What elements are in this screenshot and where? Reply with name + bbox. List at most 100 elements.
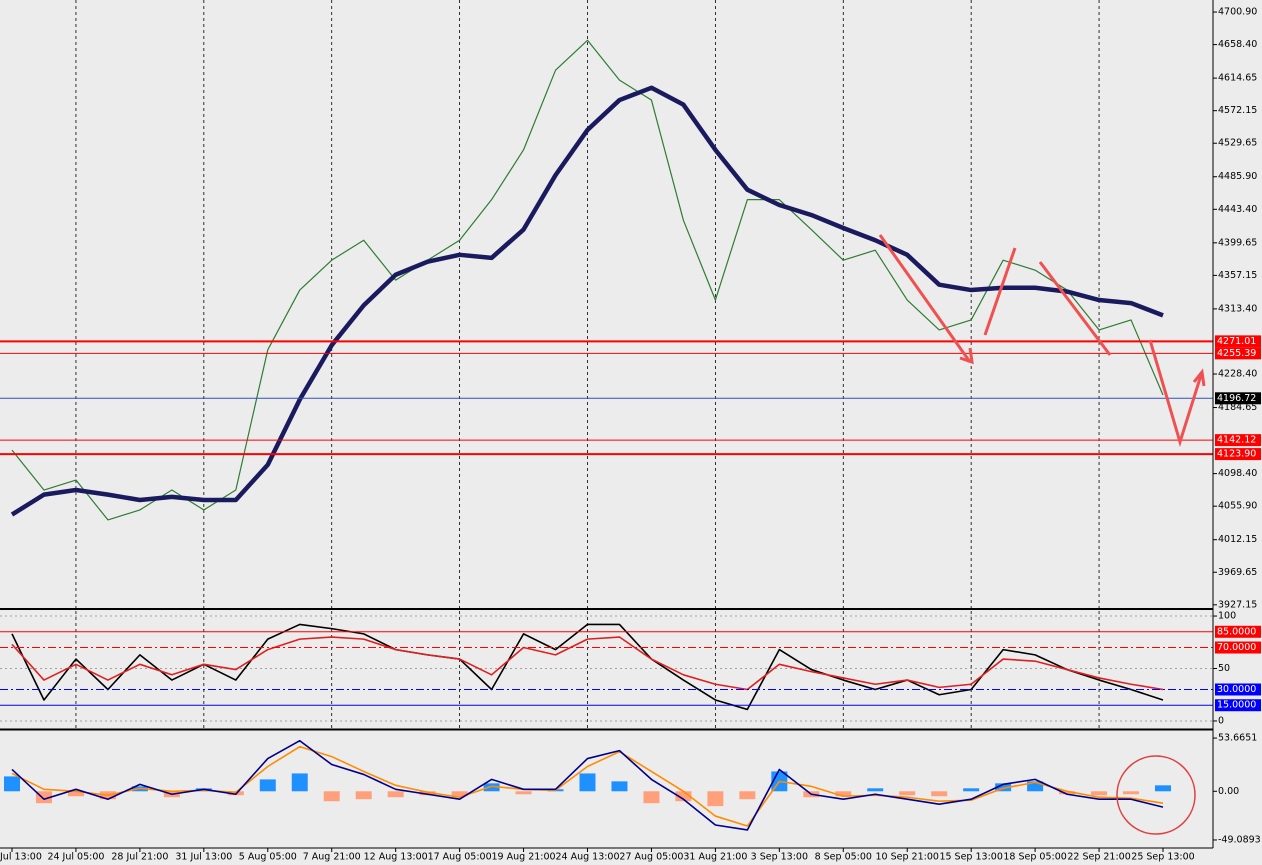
- y-tick-label: 4529.65: [1218, 138, 1257, 149]
- x-tick-label: 17 Aug 05:00: [428, 852, 492, 863]
- series-line: [11, 745, 1164, 827]
- histogram-bar: [419, 791, 436, 796]
- level-label-box: [1215, 434, 1261, 447]
- x-tick-label: 31 Aug 21:00: [683, 852, 747, 863]
- level-label: 15.0000: [1217, 700, 1256, 711]
- histogram-bar: [67, 791, 84, 797]
- histogram-bar: [867, 788, 884, 792]
- histogram-bar: [899, 791, 916, 796]
- level-label-box: [1215, 335, 1261, 348]
- histogram-bar: [259, 779, 276, 792]
- histogram-bar: [931, 791, 948, 797]
- y-tick-label: 53.6651: [1218, 733, 1257, 744]
- level-label: 30.0000: [1217, 684, 1256, 695]
- histogram-bar: [323, 791, 340, 802]
- y-tick-label: 4572.15: [1218, 105, 1257, 116]
- x-tick-label: 15 Sep 13:00: [939, 852, 1002, 863]
- histogram-bar: [4, 776, 20, 792]
- level-label: 4142.12: [1217, 435, 1256, 446]
- y-tick-label: 4700.90: [1218, 7, 1257, 18]
- x-tick-label: 22 Sep 21:00: [1067, 852, 1130, 863]
- histogram-bar: [483, 783, 500, 792]
- x-tick-label: 7 Aug 21:00: [303, 852, 361, 863]
- y-tick-label: 4443.40: [1218, 204, 1257, 215]
- x-tick-label: 12 Aug 13:00: [364, 852, 428, 863]
- histogram-bar: [707, 791, 724, 807]
- histogram-bar: [515, 791, 532, 795]
- y-tick-label: 4228.40: [1218, 369, 1257, 380]
- x-tick-label: 8 Sep 05:00: [815, 852, 872, 863]
- y-tick-label: 0: [1218, 715, 1224, 726]
- level-label-box: [1215, 699, 1261, 712]
- histogram-bar: [995, 783, 1012, 792]
- arrow-head: [959, 347, 974, 365]
- y-tick-label: 4357.15: [1218, 270, 1257, 281]
- histogram-bar: [387, 791, 404, 798]
- x-tick-label: 24 Aug 13:00: [555, 852, 619, 863]
- arrows: [878, 234, 1206, 448]
- y-tick-label: 4055.90: [1218, 501, 1257, 512]
- level-label: 70.0000: [1217, 642, 1256, 653]
- level-label-box: [1215, 448, 1261, 461]
- y-tick-label: 0.00: [1218, 786, 1239, 797]
- histogram-bar: [963, 788, 980, 792]
- histogram-bar: [643, 791, 660, 804]
- y-tick-label: 4658.40: [1218, 39, 1257, 50]
- level-label-box: [1215, 641, 1261, 654]
- arrow: [983, 247, 1017, 336]
- arrow: [1038, 261, 1112, 356]
- x-tick-label: Jul 13:00: [0, 852, 42, 863]
- arrow: [878, 234, 972, 363]
- x-tick-label: 25 Sep 13:00: [1131, 852, 1194, 863]
- y-tick-label: 4098.40: [1218, 468, 1257, 479]
- y-tick-label: 4614.65: [1218, 73, 1257, 84]
- y-tick-label: 3969.65: [1218, 567, 1257, 578]
- histogram-bar: [451, 791, 468, 797]
- y-tick-label: 4012.15: [1218, 534, 1257, 545]
- histogram-bar: [355, 791, 372, 800]
- series-line: [11, 739, 1164, 831]
- y-tick-label: 4313.40: [1218, 303, 1257, 314]
- histogram-bar: [739, 791, 756, 800]
- x-tick-label: 19 Aug 21:00: [492, 852, 556, 863]
- x-tick-label: 10 Sep 21:00: [876, 852, 939, 863]
- level-label: 4271.01: [1217, 336, 1256, 347]
- y-tick-label: 3927.15: [1218, 599, 1257, 610]
- highlight-circle: [1116, 755, 1196, 835]
- x-tick-label: 31 Jul 13:00: [175, 852, 232, 863]
- series-line: [11, 39, 1164, 521]
- level-label-box: [1215, 683, 1261, 696]
- x-tick-label: 5 Aug 05:00: [239, 852, 297, 863]
- level-label: 4123.90: [1217, 449, 1256, 460]
- series-line: [11, 636, 1164, 691]
- level-label-box: [1215, 625, 1261, 638]
- x-tick-label: 27 Aug 05:00: [619, 852, 683, 863]
- histogram-bar: [835, 791, 852, 797]
- y-tick-label: 4184.65: [1218, 402, 1257, 413]
- level-label: 4255.39: [1217, 348, 1256, 359]
- level-label-box: [1215, 347, 1261, 360]
- histogram-bar: [1155, 785, 1171, 792]
- y-tick-label: 4399.65: [1218, 237, 1257, 248]
- level-label-box: [1215, 392, 1261, 405]
- histogram-bar: [35, 791, 52, 804]
- y-tick-label: 100: [1218, 611, 1236, 622]
- x-tick-label: 28 Jul 21:00: [111, 852, 168, 863]
- y-tick-label: -49.0893: [1218, 834, 1261, 845]
- level-label: 85.0000: [1217, 626, 1256, 637]
- histogram-bar: [1059, 791, 1076, 795]
- y-tick-label: 50: [1218, 663, 1230, 674]
- histogram-bar: [1091, 791, 1108, 796]
- arrow-head: [1192, 368, 1206, 387]
- y-tick-label: 4485.90: [1218, 171, 1257, 182]
- x-tick-label: 3 Sep 13:00: [751, 852, 808, 863]
- x-tick-label: 18 Sep 05:00: [1003, 852, 1066, 863]
- histogram-bar: [1123, 791, 1140, 795]
- histogram-bar: [579, 773, 596, 792]
- histogram-bar: [675, 791, 692, 802]
- histogram-bar: [291, 773, 308, 792]
